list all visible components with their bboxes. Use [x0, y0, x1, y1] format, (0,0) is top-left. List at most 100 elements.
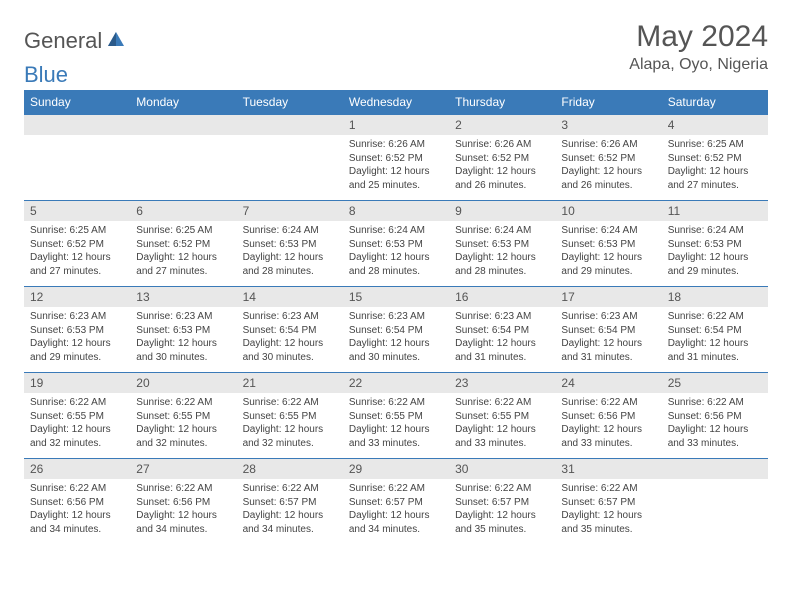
sunset-line: Sunset: 6:55 PM [136, 410, 230, 424]
sunset-line: Sunset: 6:54 PM [243, 324, 337, 338]
daylight-line: Daylight: 12 hours and 27 minutes. [30, 251, 124, 278]
logo-row2: General Blue [24, 40, 102, 74]
calendar-day-cell: 6Sunrise: 6:25 AMSunset: 6:52 PMDaylight… [130, 201, 236, 287]
sunset-line: Sunset: 6:56 PM [136, 496, 230, 510]
daylight-line: Daylight: 12 hours and 27 minutes. [136, 251, 230, 278]
day-number: 23 [449, 373, 555, 393]
calendar-day-cell: 26Sunrise: 6:22 AMSunset: 6:56 PMDayligh… [24, 459, 130, 545]
day-number: 20 [130, 373, 236, 393]
sunset-line: Sunset: 6:57 PM [561, 496, 655, 510]
calendar-day-cell: 14Sunrise: 6:23 AMSunset: 6:54 PMDayligh… [237, 287, 343, 373]
sunrise-line: Sunrise: 6:22 AM [349, 482, 443, 496]
day-number: 25 [662, 373, 768, 393]
weekday-header: Thursday [449, 90, 555, 115]
sunrise-line: Sunrise: 6:22 AM [349, 396, 443, 410]
calendar-day-cell: 28Sunrise: 6:22 AMSunset: 6:57 PMDayligh… [237, 459, 343, 545]
day-content: Sunrise: 6:22 AMSunset: 6:56 PMDaylight:… [130, 479, 236, 544]
day-content: Sunrise: 6:23 AMSunset: 6:53 PMDaylight:… [130, 307, 236, 372]
location-subtitle: Alapa, Oyo, Nigeria [629, 56, 768, 74]
day-content: Sunrise: 6:23 AMSunset: 6:53 PMDaylight:… [24, 307, 130, 372]
calendar-day-cell: 10Sunrise: 6:24 AMSunset: 6:53 PMDayligh… [555, 201, 661, 287]
calendar-day-cell: 12Sunrise: 6:23 AMSunset: 6:53 PMDayligh… [24, 287, 130, 373]
sunrise-line: Sunrise: 6:22 AM [455, 482, 549, 496]
sunrise-line: Sunrise: 6:26 AM [349, 138, 443, 152]
calendar-week-row: 26Sunrise: 6:22 AMSunset: 6:56 PMDayligh… [24, 459, 768, 545]
calendar-body: 1Sunrise: 6:26 AMSunset: 6:52 PMDaylight… [24, 115, 768, 545]
sunset-line: Sunset: 6:53 PM [561, 238, 655, 252]
sunset-line: Sunset: 6:55 PM [30, 410, 124, 424]
sunrise-line: Sunrise: 6:24 AM [243, 224, 337, 238]
daylight-line: Daylight: 12 hours and 31 minutes. [455, 337, 549, 364]
weekday-header: Saturday [662, 90, 768, 115]
day-number: 14 [237, 287, 343, 307]
calendar-header-row: SundayMondayTuesdayWednesdayThursdayFrid… [24, 90, 768, 115]
calendar-day-cell: 25Sunrise: 6:22 AMSunset: 6:56 PMDayligh… [662, 373, 768, 459]
calendar-day-cell: 22Sunrise: 6:22 AMSunset: 6:55 PMDayligh… [343, 373, 449, 459]
day-number: 9 [449, 201, 555, 221]
sunrise-line: Sunrise: 6:25 AM [30, 224, 124, 238]
daylight-line: Daylight: 12 hours and 27 minutes. [668, 165, 762, 192]
calendar-day-cell: 20Sunrise: 6:22 AMSunset: 6:55 PMDayligh… [130, 373, 236, 459]
day-number: 22 [343, 373, 449, 393]
page-header: General May 2024 Alapa, Oyo, Nigeria [24, 20, 768, 74]
day-number: 3 [555, 115, 661, 135]
sunset-line: Sunset: 6:52 PM [30, 238, 124, 252]
sunset-line: Sunset: 6:53 PM [349, 238, 443, 252]
weekday-header: Sunday [24, 90, 130, 115]
sunrise-line: Sunrise: 6:25 AM [668, 138, 762, 152]
sunset-line: Sunset: 6:52 PM [561, 152, 655, 166]
calendar-day-cell: 16Sunrise: 6:23 AMSunset: 6:54 PMDayligh… [449, 287, 555, 373]
calendar-day-cell: 23Sunrise: 6:22 AMSunset: 6:55 PMDayligh… [449, 373, 555, 459]
sunset-line: Sunset: 6:56 PM [30, 496, 124, 510]
sunrise-line: Sunrise: 6:25 AM [136, 224, 230, 238]
day-content: Sunrise: 6:22 AMSunset: 6:55 PMDaylight:… [343, 393, 449, 458]
sunset-line: Sunset: 6:57 PM [349, 496, 443, 510]
day-number: 18 [662, 287, 768, 307]
calendar-week-row: 19Sunrise: 6:22 AMSunset: 6:55 PMDayligh… [24, 373, 768, 459]
daylight-line: Daylight: 12 hours and 29 minutes. [668, 251, 762, 278]
day-number: 29 [343, 459, 449, 479]
daylight-line: Daylight: 12 hours and 31 minutes. [561, 337, 655, 364]
day-content: Sunrise: 6:24 AMSunset: 6:53 PMDaylight:… [237, 221, 343, 286]
sunrise-line: Sunrise: 6:23 AM [561, 310, 655, 324]
daylight-line: Daylight: 12 hours and 32 minutes. [243, 423, 337, 450]
day-number: 16 [449, 287, 555, 307]
sunset-line: Sunset: 6:54 PM [455, 324, 549, 338]
day-number: 17 [555, 287, 661, 307]
day-content: Sunrise: 6:23 AMSunset: 6:54 PMDaylight:… [555, 307, 661, 372]
sunset-line: Sunset: 6:57 PM [243, 496, 337, 510]
calendar-week-row: 12Sunrise: 6:23 AMSunset: 6:53 PMDayligh… [24, 287, 768, 373]
day-content: Sunrise: 6:22 AMSunset: 6:57 PMDaylight:… [449, 479, 555, 544]
sunrise-line: Sunrise: 6:23 AM [243, 310, 337, 324]
day-content: Sunrise: 6:22 AMSunset: 6:57 PMDaylight:… [237, 479, 343, 544]
sunrise-line: Sunrise: 6:23 AM [30, 310, 124, 324]
calendar-day-cell: 2Sunrise: 6:26 AMSunset: 6:52 PMDaylight… [449, 115, 555, 201]
daylight-line: Daylight: 12 hours and 30 minutes. [349, 337, 443, 364]
day-content: Sunrise: 6:22 AMSunset: 6:57 PMDaylight:… [343, 479, 449, 544]
day-content: Sunrise: 6:26 AMSunset: 6:52 PMDaylight:… [343, 135, 449, 200]
day-content: Sunrise: 6:26 AMSunset: 6:52 PMDaylight:… [449, 135, 555, 200]
title-block: May 2024 Alapa, Oyo, Nigeria [629, 20, 768, 74]
calendar-day-cell: 17Sunrise: 6:23 AMSunset: 6:54 PMDayligh… [555, 287, 661, 373]
sunrise-line: Sunrise: 6:23 AM [349, 310, 443, 324]
sunrise-line: Sunrise: 6:26 AM [455, 138, 549, 152]
calendar-day-cell: 5Sunrise: 6:25 AMSunset: 6:52 PMDaylight… [24, 201, 130, 287]
daylight-line: Daylight: 12 hours and 28 minutes. [455, 251, 549, 278]
day-content: Sunrise: 6:22 AMSunset: 6:55 PMDaylight:… [449, 393, 555, 458]
weekday-header: Tuesday [237, 90, 343, 115]
sunset-line: Sunset: 6:53 PM [243, 238, 337, 252]
day-content: Sunrise: 6:22 AMSunset: 6:57 PMDaylight:… [555, 479, 661, 544]
sunrise-line: Sunrise: 6:22 AM [30, 482, 124, 496]
day-number: 15 [343, 287, 449, 307]
day-content: Sunrise: 6:22 AMSunset: 6:56 PMDaylight:… [24, 479, 130, 544]
day-number: 11 [662, 201, 768, 221]
calendar-day-cell: 9Sunrise: 6:24 AMSunset: 6:53 PMDaylight… [449, 201, 555, 287]
day-content: Sunrise: 6:25 AMSunset: 6:52 PMDaylight:… [24, 221, 130, 286]
day-number-empty [662, 459, 768, 479]
day-number: 24 [555, 373, 661, 393]
calendar-day-cell: 24Sunrise: 6:22 AMSunset: 6:56 PMDayligh… [555, 373, 661, 459]
sunset-line: Sunset: 6:52 PM [455, 152, 549, 166]
day-number-empty [237, 115, 343, 135]
daylight-line: Daylight: 12 hours and 30 minutes. [136, 337, 230, 364]
day-content: Sunrise: 6:23 AMSunset: 6:54 PMDaylight:… [343, 307, 449, 372]
